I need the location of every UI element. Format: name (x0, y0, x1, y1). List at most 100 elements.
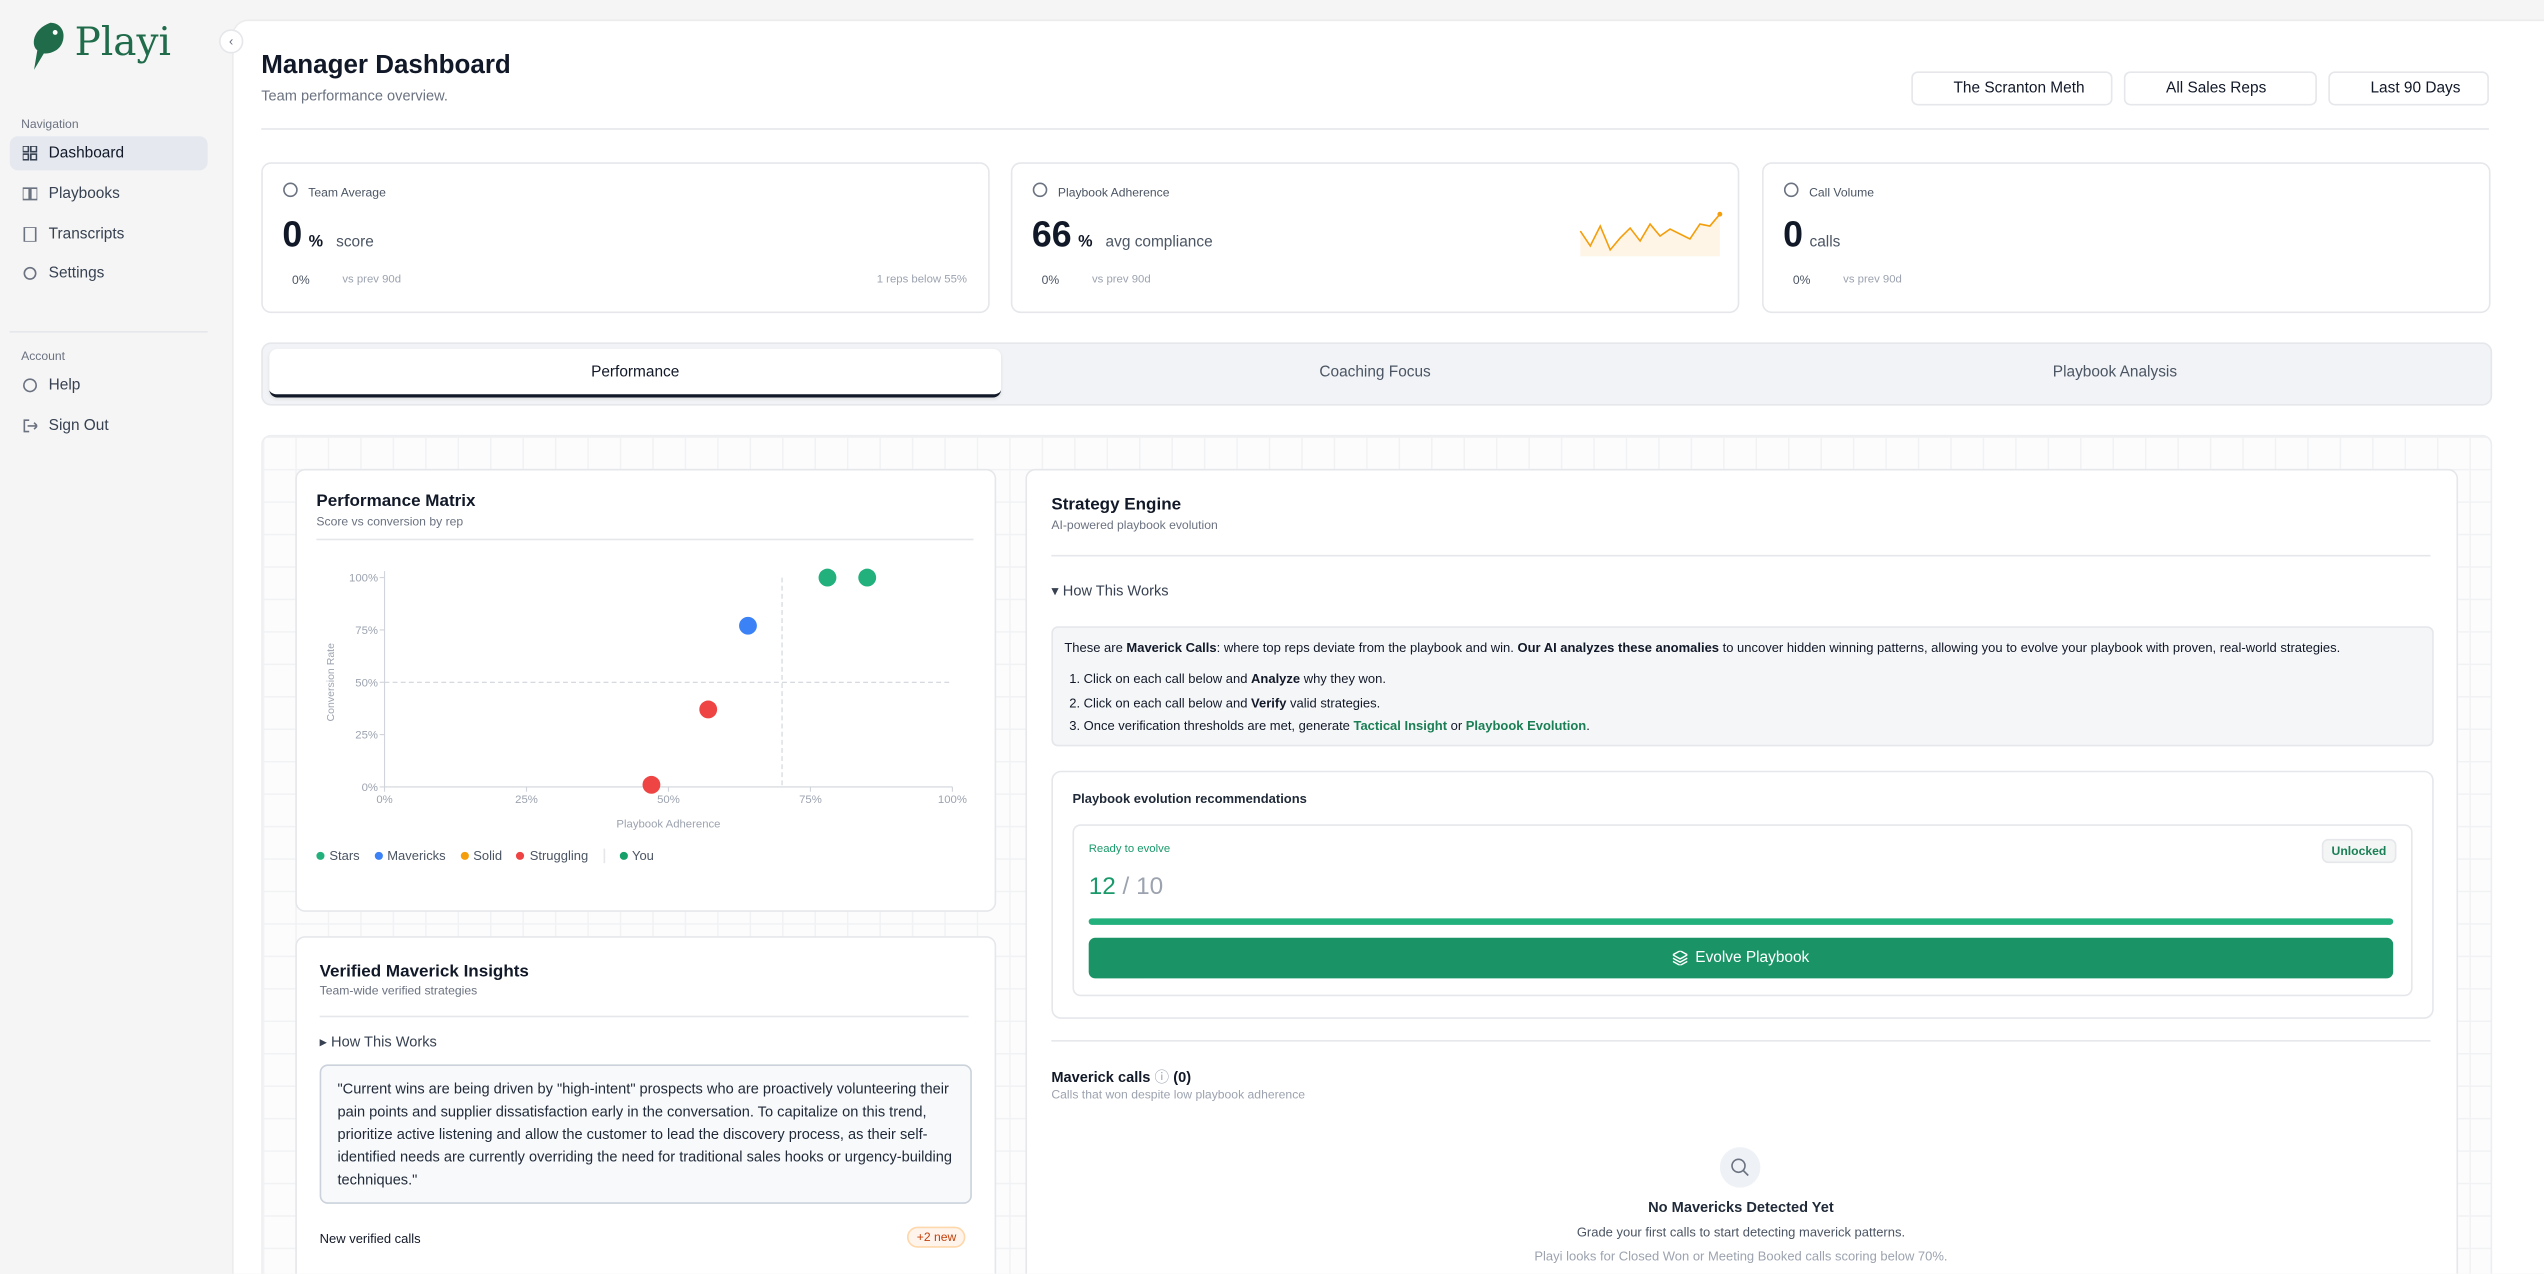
empty-title: No Mavericks Detected Yet (1648, 1199, 1834, 1216)
tab[interactable]: Performance (269, 348, 1002, 398)
stat-icon (1783, 182, 1799, 198)
insights-title: Verified Maverick Insights (319, 962, 529, 982)
nav-item[interactable]: Sign Out (10, 409, 208, 443)
text-segment: valid strategies. (1286, 695, 1381, 710)
how-toggle[interactable]: ▸ How This Works (319, 1033, 437, 1050)
toggle-label: How This Works (1062, 582, 1169, 599)
strategy-title: Strategy Engine (1051, 494, 1182, 515)
matrix-subtitle: Score vs conversion by rep (316, 514, 464, 529)
text-segment: Playbook Evolution (1465, 718, 1587, 734)
tab-label: Performance (591, 362, 680, 381)
nav-item[interactable]: Dashboard (9, 136, 208, 171)
y-tick-label: 100% (349, 573, 378, 585)
y-tick-label: 75% (355, 625, 378, 637)
stat-compare: vs prev 90d (1091, 274, 1151, 286)
matrix-card (295, 468, 997, 912)
page-title: Manager Dashboard (261, 51, 511, 80)
empty-text: Grade your first calls to start detectin… (1576, 1224, 1906, 1240)
legend-label: Stars (329, 848, 360, 864)
legend-item: Struggling (516, 849, 588, 863)
text-segment: 1. Click on each call below and (1069, 671, 1252, 687)
stat-icon (283, 182, 298, 198)
ready-label: Ready to evolve (1088, 843, 1171, 856)
text-segment: 2. Click on each call below and (1069, 695, 1252, 710)
rep-filter[interactable]: All Sales Reps (2123, 71, 2317, 106)
steps: 1. Click on each call below and Analyze … (1069, 668, 1590, 739)
mav-title: Maverick calls ⓘ (0) (1051, 1069, 1192, 1086)
tab[interactable]: Coaching Focus (1009, 349, 1741, 394)
x-tick-label: 25% (515, 794, 538, 806)
tab[interactable]: Playbook Analysis (1749, 349, 2481, 394)
stat-delta: 0% (292, 272, 310, 288)
stat-value: 0 (282, 214, 303, 255)
text-segment: Tactical Insight (1353, 718, 1448, 734)
nav-label: Settings (48, 264, 105, 283)
stat-value-row: 0 calls (1783, 214, 1840, 256)
text-segment: These are (1064, 640, 1127, 656)
collapse-button[interactable]: ‹ (219, 29, 244, 54)
account-heading: Account (21, 348, 66, 364)
progress-track (1088, 918, 2394, 925)
how-toggle[interactable]: ▾ How This Works (1051, 582, 1169, 599)
stat-card (1010, 162, 1740, 314)
evolve-button[interactable]: Evolve Playbook (1088, 937, 2394, 979)
stat-card (1762, 162, 2491, 314)
step: 2. Click on each call below and Verify v… (1069, 692, 1590, 716)
matrix-title: Performance Matrix (316, 491, 476, 512)
date-filter[interactable]: Last 90 Days (2328, 71, 2489, 106)
text-segment: : where top reps deviate from the playbo… (1216, 640, 1518, 656)
stat-suffix: calls (1809, 233, 1841, 252)
x-tick-label: 100% (938, 794, 967, 806)
sidebar: Playi Navigation Dashboard Playbooks Tra… (0, 0, 228, 1274)
how-panel (1051, 626, 2434, 747)
filter-label: The Scranton Meth (1953, 79, 2085, 98)
legend-label: Solid (473, 848, 503, 864)
divider (316, 538, 974, 541)
divider (1051, 1040, 2431, 1042)
nav-item[interactable]: Settings (10, 256, 208, 290)
progress-bar (1088, 918, 2394, 925)
nav-item[interactable]: Help (10, 368, 208, 402)
y-tick-label: 25% (355, 730, 378, 742)
toggle-label: How This Works (331, 1033, 437, 1050)
stat-icon (1032, 182, 1048, 198)
nav-label: Sign Out (48, 416, 109, 435)
text-segment: or (1447, 718, 1466, 734)
stat-suffix: score (336, 233, 374, 252)
sparkline-area (1580, 214, 1720, 257)
progress-count: 12 / 10 (1089, 873, 1163, 901)
rec-title: Playbook evolution recommendations (1072, 791, 1307, 807)
nav-item[interactable]: Transcripts (10, 217, 208, 251)
legend-label: You (631, 848, 654, 864)
legend-divider (602, 848, 605, 864)
new-badge: +2 new (906, 1226, 967, 1248)
mav-count: (0) (1173, 1069, 1192, 1086)
icon-shape (1783, 182, 1799, 198)
legend-swatch (316, 851, 325, 860)
y-tick-label: 50% (355, 677, 378, 689)
mav-label: Maverick calls (1051, 1069, 1151, 1086)
intro-text: These are Maverick Calls: where top reps… (1064, 641, 2340, 656)
step: 3. Once verification thresholds are met,… (1069, 716, 1590, 740)
legend-swatch (516, 851, 525, 860)
legend: Stars Mavericks Solid Struggling You (316, 848, 654, 864)
tab-label: Coaching Focus (1319, 362, 1431, 381)
x-tick-label: 50% (657, 794, 680, 806)
legend-item: Mavericks (374, 849, 446, 863)
divider (261, 128, 2489, 130)
stat-compare: vs prev 90d (342, 274, 402, 286)
x-tick-label: 75% (799, 794, 822, 806)
legend-item: Stars (316, 848, 360, 864)
legend-item: You (619, 848, 654, 864)
stat-compare: vs prev 90d (1843, 274, 1902, 286)
sparkline (1579, 211, 1723, 257)
brand: Playi (74, 19, 171, 65)
nav-item[interactable]: Playbooks (10, 177, 208, 211)
stat-unit: % (308, 233, 324, 252)
new-label: New verified calls (319, 1231, 421, 1247)
y-axis-label: Conversion Rate (325, 643, 337, 722)
playbook-filter[interactable]: The Scranton Meth (1911, 71, 2113, 106)
stat-delta: 0% (1041, 272, 1060, 288)
filter-label: Last 90 Days (2370, 79, 2461, 98)
